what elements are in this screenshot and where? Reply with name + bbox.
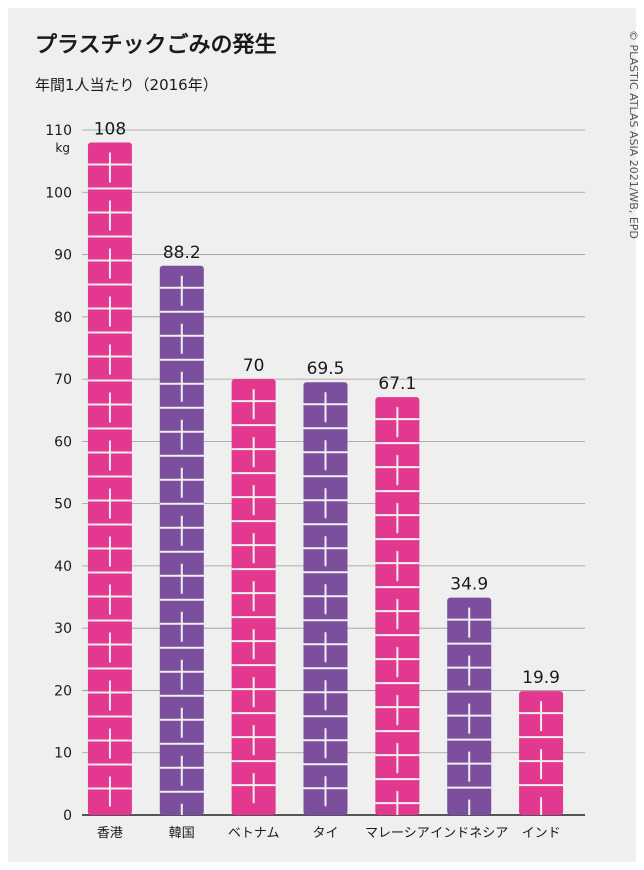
y-tick-label: 90 [54,248,72,264]
x-tick-label: ベトナム [228,826,280,841]
y-tick-label: 10 [54,746,72,762]
credit: © PLASTIC ATLAS ASIA 2021/WB, EPD [627,30,640,239]
y-tick-label: 40 [54,559,72,575]
x-tick-label: 香港 [97,826,123,841]
chart-title: プラスチックごみの発生 [35,32,277,58]
x-tick-label: マレーシア [365,826,430,841]
y-tick-label: 100 [45,185,72,201]
value-label: 88.2 [163,243,201,263]
value-label: 67.1 [378,374,416,394]
x-tick-label: 韓国 [169,826,195,841]
y-tick-label: 110 [45,123,72,139]
y-tick-label: 60 [54,434,72,450]
value-label: 34.9 [450,575,488,595]
value-label: 70 [243,356,265,376]
y-tick-label: 20 [54,683,72,699]
value-label: 108 [94,119,126,139]
x-tick-label: インド [522,826,561,841]
value-label: 69.5 [307,359,345,379]
x-tick-label: タイ [312,826,338,841]
y-tick-label: 80 [54,310,72,326]
y-unit: kg [55,141,70,155]
y-tick-label: 50 [54,497,72,513]
bar [87,142,132,816]
value-label: 19.9 [522,668,560,688]
x-tick-label: インドネシア [430,826,508,841]
y-tick-label: 0 [63,808,72,824]
y-tick-label: 70 [54,372,72,388]
y-tick-label: 30 [54,621,72,637]
chart-subtitle: 年間1人当たり（2016年） [35,76,218,94]
